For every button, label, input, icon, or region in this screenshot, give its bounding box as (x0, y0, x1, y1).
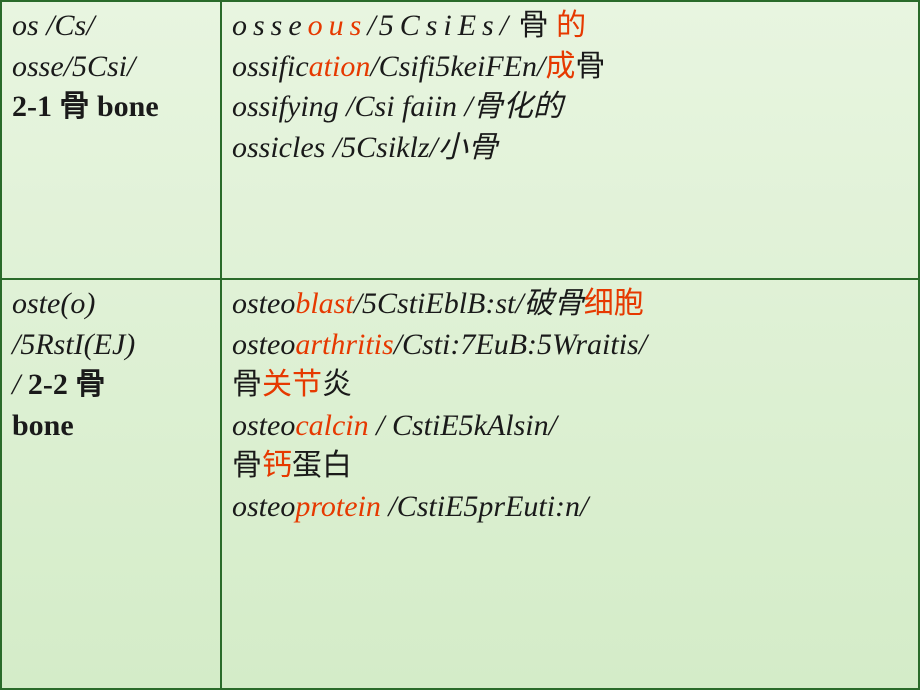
text: os (12, 9, 39, 42)
text-highlight: 关节 (262, 368, 322, 401)
line: ossifying /Csi faiin /骨化的 (232, 87, 908, 128)
text: 骨 (232, 449, 262, 482)
text-highlight: blast (295, 287, 353, 320)
text: ossific (232, 50, 309, 83)
line: ossicles /5Csiklz/小骨 (232, 128, 908, 169)
text-highlight: 细胞 (584, 287, 644, 320)
vocab-table: os /Cs/ osse/5Csi/ 2-1 骨 bone osseous/5C… (0, 0, 920, 690)
text: /5CstiEblB:st/破骨 (354, 287, 584, 320)
text-highlight: protein (295, 490, 381, 523)
text: /Cs/ (39, 9, 95, 42)
line: bone (12, 406, 210, 447)
text-highlight: ous (308, 9, 368, 42)
text: osse (232, 9, 308, 42)
line: /5RstI(EJ) (12, 325, 210, 366)
text: 5CsiEs (379, 9, 500, 42)
text: 骨 (575, 50, 605, 83)
text: 2-2 (28, 368, 76, 401)
cell-left-1: os /Cs/ osse/5Csi/ 2-1 骨 bone (1, 1, 221, 279)
text: / CstiE5kAlsin/ (369, 409, 557, 442)
text: 骨 (232, 368, 262, 401)
text: 骨 (60, 90, 90, 123)
line: osteoblast/5CstiEblB:st/破骨细胞 (232, 284, 908, 325)
text: 骨 (519, 9, 549, 42)
text: 2-1 (12, 90, 60, 123)
line: osteoarthritis/Csti:7EuB:5Wraitis/ (232, 325, 908, 366)
line: 骨钙蛋白 (232, 446, 908, 487)
line: osse/5Csi/ (12, 47, 210, 88)
text: /CstiE5prEuti:n/ (381, 490, 589, 523)
text-highlight: 的 (556, 9, 586, 42)
text-highlight: ation (309, 50, 371, 83)
table-row: os /Cs/ osse/5Csi/ 2-1 骨 bone osseous/5C… (1, 1, 919, 279)
text: /Csti:7EuB:5Wraitis/ (394, 328, 647, 361)
line: 2-1 骨 bone (12, 87, 210, 128)
line: ossification/Csifi5keiFEn/成骨 (232, 47, 908, 88)
text-highlight: 成 (545, 50, 575, 83)
text: /Csifi5keiFEn/ (370, 50, 545, 83)
text-highlight: arthritis (295, 328, 393, 361)
text: osteo (232, 328, 295, 361)
line: / 2-2 骨 (12, 365, 210, 406)
text: / (12, 368, 28, 401)
text: / (500, 9, 511, 42)
text: osteo (232, 287, 295, 320)
cell-left-2: oste(o) /5RstI(EJ) / 2-2 骨 bone (1, 279, 221, 689)
line: osteoprotein /CstiE5prEuti:n/ (232, 487, 908, 528)
text-highlight: 钙 (262, 449, 292, 482)
cell-right-1: osseous/5CsiEs/ 骨 的 ossification/Csifi5k… (221, 1, 919, 279)
table-row: oste(o) /5RstI(EJ) / 2-2 骨 bone osteobla… (1, 279, 919, 689)
text: osteo (232, 490, 295, 523)
line: osseous/5CsiEs/ 骨 的 (232, 6, 908, 47)
text-highlight: calcin (295, 409, 368, 442)
line: oste(o) (12, 284, 210, 325)
line: os /Cs/ (12, 6, 210, 47)
line: 骨关节炎 (232, 365, 908, 406)
cell-right-2: osteoblast/5CstiEblB:st/破骨细胞 osteoarthri… (221, 279, 919, 689)
text: 炎 (322, 368, 352, 401)
text: 蛋白 (292, 449, 352, 482)
text: 骨 (75, 368, 105, 401)
text: bone (90, 90, 159, 123)
text: osteo (232, 409, 295, 442)
text: / (367, 9, 378, 42)
line: osteocalcin / CstiE5kAlsin/ (232, 406, 908, 447)
